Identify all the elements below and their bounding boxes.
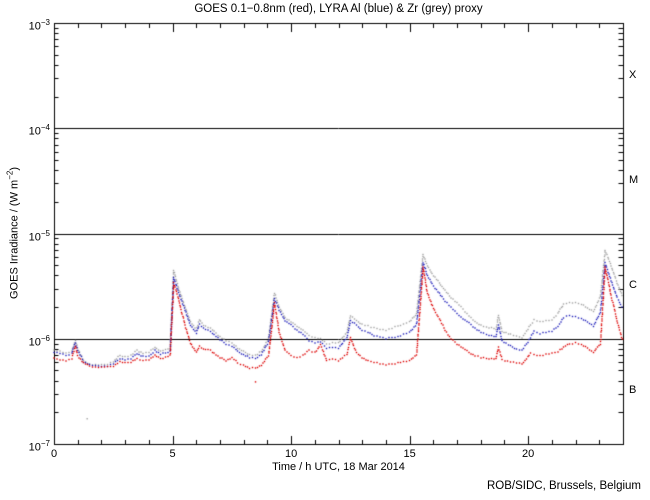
chart-title: GOES 0.1−0.8nm (red), LYRA Al (blue) & Z… [194, 3, 483, 15]
y-tick-label: 10−6 [28, 333, 50, 349]
y-tick-label: 10−4 [28, 123, 50, 138]
flare-class-label: X [629, 68, 637, 81]
y-axis-label-suffix: ) [8, 167, 21, 171]
y-tick-label: 10−5 [28, 228, 50, 244]
x-tick-label: 0 [50, 448, 58, 460]
y-tick-label: 10−3 [28, 18, 50, 33]
flare-class-label: C [629, 279, 637, 292]
flare-class-label: B [629, 384, 637, 397]
x-axis-label: Time / h UTC, 18 Mar 2014 [272, 461, 405, 473]
x-tick-label: 10 [284, 448, 298, 460]
y-tick-label: 10−7 [28, 439, 50, 454]
x-tick-label: 15 [403, 448, 416, 460]
credit-text: ROB/SIDC, Brussels, Belgium [486, 480, 641, 492]
y-axis-label-exponent: −2 [5, 170, 15, 180]
x-tick-label: 20 [522, 448, 535, 460]
x-tick-label: 5 [169, 448, 176, 460]
flare-class-label: M [629, 173, 639, 186]
